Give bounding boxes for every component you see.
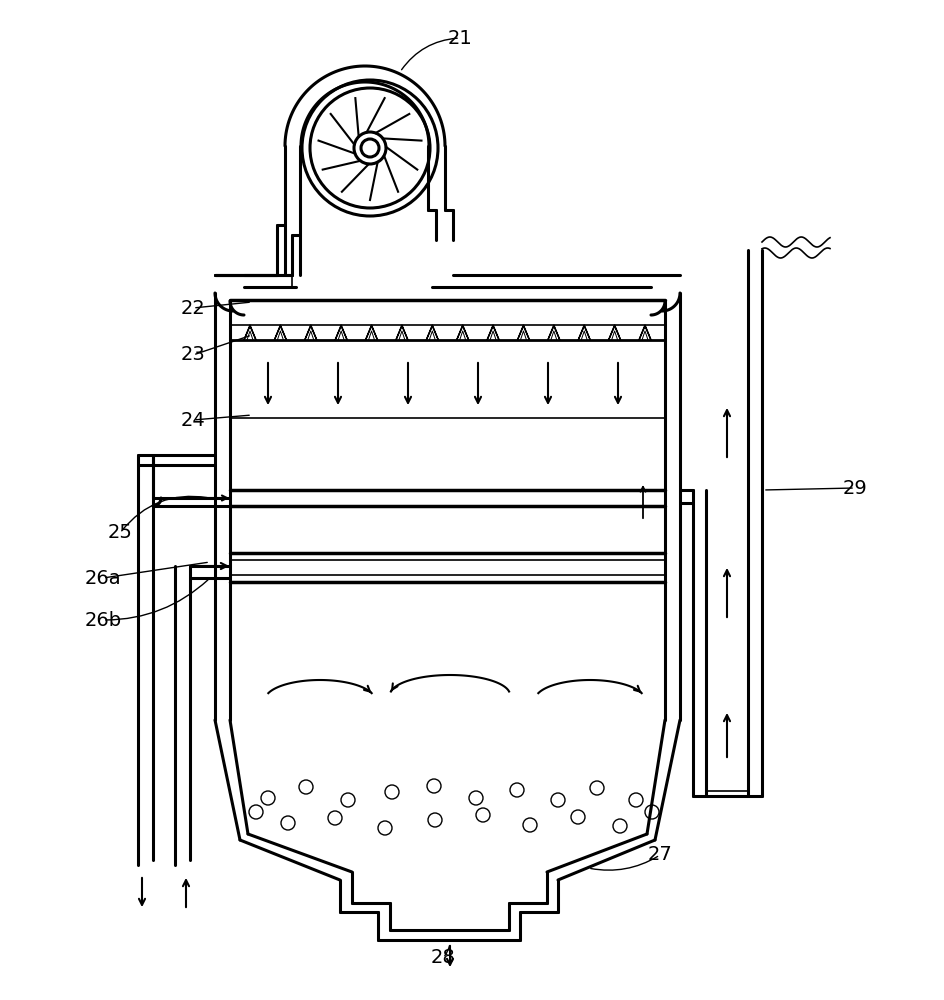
Text: 26a: 26a [85, 568, 121, 587]
Text: 26b: 26b [84, 610, 122, 630]
Circle shape [361, 139, 379, 157]
Text: 22: 22 [180, 298, 205, 318]
Text: 28: 28 [430, 948, 455, 967]
Text: 25: 25 [108, 524, 132, 542]
Text: 27: 27 [647, 845, 672, 864]
Text: 24: 24 [180, 410, 205, 430]
Text: 21: 21 [447, 29, 472, 48]
Text: 29: 29 [842, 479, 867, 497]
Text: 23: 23 [180, 346, 205, 364]
